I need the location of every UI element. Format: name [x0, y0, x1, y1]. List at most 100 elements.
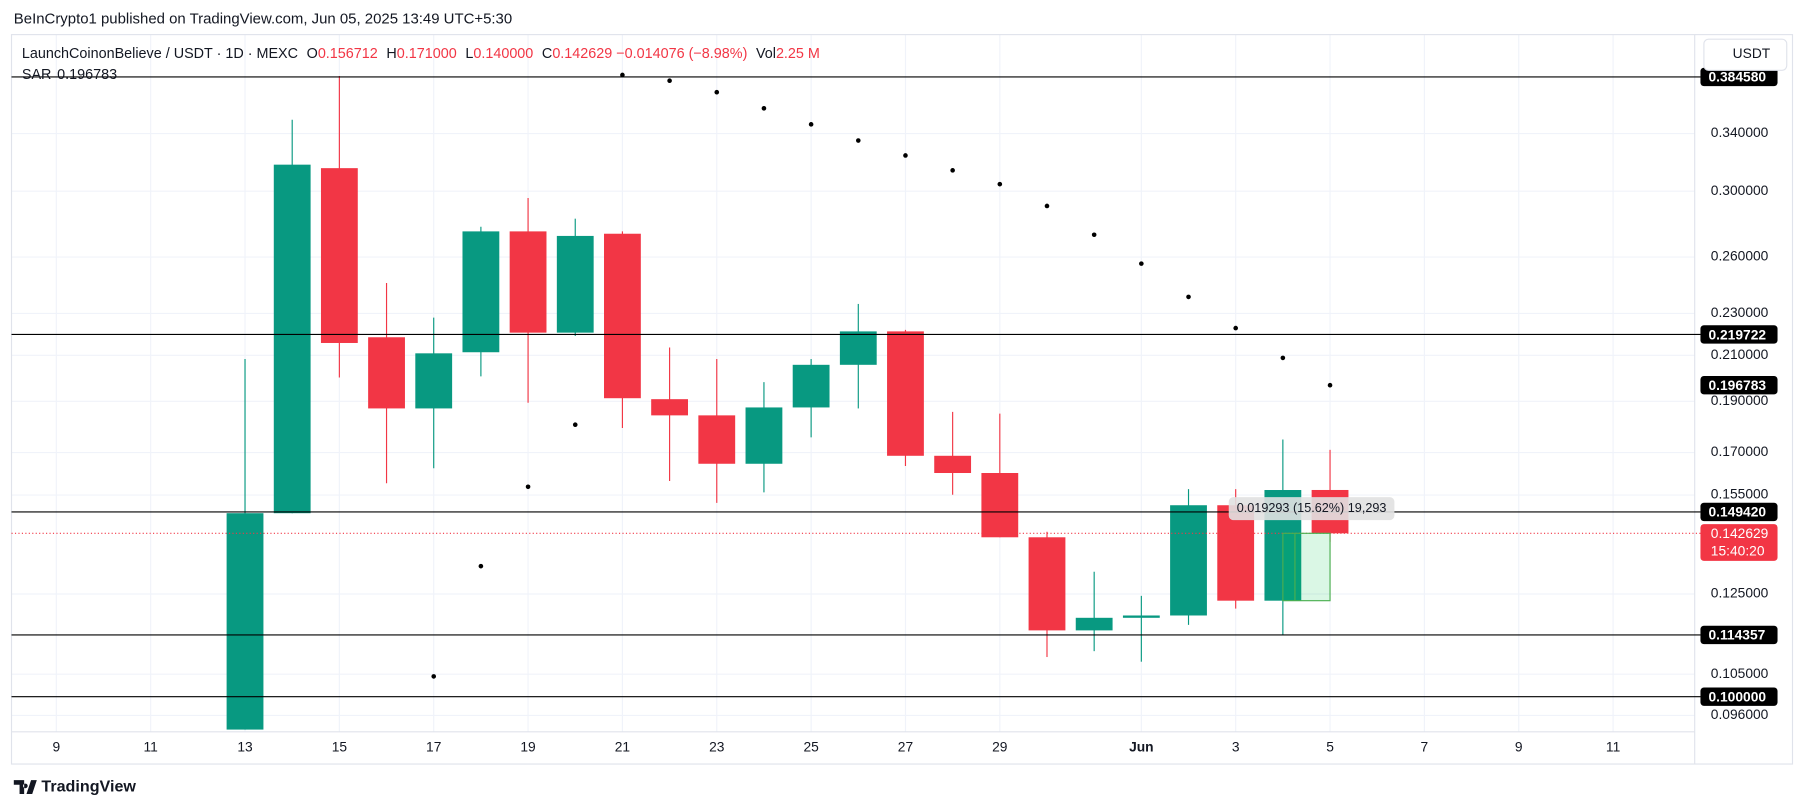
level-label: 0.114357	[1709, 628, 1766, 643]
sar-dot	[950, 168, 955, 173]
chart-frame	[10, 34, 1794, 765]
level-tag	[1700, 687, 1778, 706]
candle-body	[1170, 505, 1207, 616]
x-tick-label: 7	[1421, 740, 1429, 755]
currency-button[interactable]	[1703, 38, 1788, 71]
x-tick-label: 9	[1515, 740, 1523, 755]
sar-dot	[1233, 325, 1238, 331]
publish-info: BeInCrypto1 published on TradingView.com…	[14, 11, 512, 28]
candle-body	[604, 233, 641, 399]
countdown: 15:40:20	[1711, 543, 1765, 558]
candle-body	[462, 231, 500, 353]
x-tick-label: 25	[803, 740, 819, 755]
grid	[11, 34, 1695, 732]
x-tick-label: 3	[1232, 740, 1240, 755]
level-tag	[1700, 325, 1778, 344]
y-tick-label: 0.300000	[1711, 183, 1769, 198]
level-tag	[1700, 502, 1778, 522]
ohlc-label: L	[465, 46, 473, 62]
sar-dot	[525, 484, 531, 490]
x-tick-label: 13	[237, 740, 253, 755]
x-tick-label: Jun	[1129, 740, 1154, 755]
sar-dot	[478, 563, 484, 569]
candle-body	[651, 399, 689, 416]
y-tick-label: 0.105000	[1711, 666, 1769, 681]
candle-body	[698, 415, 736, 464]
logo: TradingView	[41, 777, 136, 795]
sar-dot	[903, 153, 908, 158]
sar-tag	[1700, 376, 1778, 395]
legend: LaunchCoinonBelieve / USDT · 1D · MEXC O…	[22, 46, 820, 62]
ohlc-label: O	[307, 46, 318, 62]
sar-axis-label: 0.196783	[1709, 378, 1767, 393]
sar-dot	[620, 72, 625, 78]
candle-body	[1217, 505, 1255, 601]
level-label: 0.100000	[1709, 689, 1767, 704]
y-tick-label: 0.210000	[1711, 347, 1769, 362]
level-label: 0.149420	[1709, 505, 1767, 520]
x-tick-label: 11	[144, 740, 158, 755]
sar-value: 0.196783	[57, 67, 117, 83]
sar-dot	[1044, 203, 1050, 209]
measure-label: 0.019293 (15.62%) 19,293	[1237, 501, 1387, 515]
volume: 2.25 M	[776, 46, 820, 62]
x-tick-label: 17	[426, 740, 441, 755]
candle-body	[981, 473, 1019, 538]
sar-dot	[761, 106, 767, 111]
price-tag	[1700, 524, 1778, 561]
candle-body	[1028, 537, 1066, 631]
sar-dot	[808, 122, 814, 127]
y-tick-label: 0.096000	[1711, 707, 1769, 722]
measure-label-bg	[1228, 497, 1395, 521]
change: −0.014076 (−8.98%)	[616, 46, 747, 62]
sar-dot	[855, 138, 861, 143]
sar-dot	[667, 78, 672, 84]
y-tick-label: 0.190000	[1711, 393, 1769, 408]
sar-name: SAR	[22, 67, 52, 83]
level-label: 0.219722	[1709, 327, 1767, 342]
measure-box	[1282, 532, 1331, 602]
currency[interactable]: USDT	[1733, 46, 1771, 61]
x-tick-label: 21	[615, 740, 630, 755]
candle-body	[1122, 615, 1160, 618]
ohlc-value: 0.171000	[397, 46, 457, 62]
y-tick-label: 0.155000	[1711, 487, 1769, 502]
candle-body	[415, 353, 453, 409]
x-tick-label: 15	[332, 740, 348, 755]
sar-dot	[1327, 382, 1333, 388]
level-label: 0.384580	[1709, 70, 1767, 85]
plot	[226, 72, 1349, 730]
sar-dot	[572, 422, 578, 427]
sar-legend: SAR 0.196783	[22, 67, 117, 83]
candle-body	[320, 168, 358, 343]
x-tick-label: 9	[52, 740, 60, 755]
overlay: 0.340000 0.300000 0.260000 0.230000 0.210000…	[11, 67, 1778, 755]
candle-body	[226, 513, 264, 730]
candle-body	[839, 331, 877, 365]
y-tick-label: 0.230000	[1711, 305, 1769, 320]
candle-body	[556, 235, 594, 333]
x-tick-label: 23	[709, 740, 725, 755]
sar-dot	[1186, 294, 1191, 300]
y-tick-label: 0.340000	[1711, 125, 1769, 140]
candle-body	[509, 231, 547, 333]
sar-dot	[1091, 232, 1097, 238]
vol-label: Vol	[756, 46, 776, 62]
sar-dot	[1139, 261, 1144, 266]
candle-body	[934, 455, 972, 474]
candle-body	[1075, 617, 1113, 631]
sar-dot	[714, 89, 720, 95]
ohlc-value: 0.156712	[318, 46, 378, 62]
candle-body	[792, 364, 830, 408]
level-tag	[1700, 67, 1778, 87]
x-tick-label: 11	[1606, 740, 1620, 755]
sar-dot	[1280, 355, 1286, 361]
symbol: LaunchCoinonBelieve / USDT · 1D · MEXC	[22, 46, 298, 62]
ohlc-label: H	[386, 46, 396, 62]
ohlc-label: C	[542, 46, 552, 62]
candle-body	[745, 407, 783, 464]
x-tick-label: 27	[898, 740, 913, 755]
candle-body	[887, 331, 924, 456]
